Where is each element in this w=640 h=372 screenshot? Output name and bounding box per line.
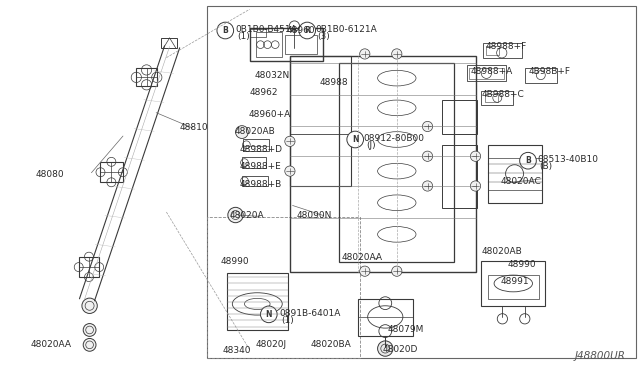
- Text: 48020AC: 48020AC: [500, 177, 541, 186]
- Text: 48988+E: 48988+E: [240, 162, 282, 171]
- Circle shape: [470, 181, 481, 191]
- Circle shape: [422, 151, 433, 161]
- Bar: [339, 63, 454, 262]
- Bar: [136, 68, 157, 86]
- Bar: [442, 145, 477, 208]
- Text: 48032N: 48032N: [255, 71, 290, 80]
- Text: 08513-40B10: 08513-40B10: [538, 155, 598, 164]
- Text: 48988: 48988: [320, 78, 349, 87]
- Text: 48340: 48340: [222, 346, 251, 355]
- Text: B: B: [223, 26, 228, 35]
- Circle shape: [299, 22, 316, 39]
- Circle shape: [285, 166, 295, 176]
- Bar: [469, 68, 504, 79]
- Text: 48960+A: 48960+A: [248, 110, 291, 119]
- Text: R: R: [304, 26, 310, 35]
- Bar: [285, 35, 317, 54]
- Bar: [161, 38, 177, 48]
- Bar: [483, 43, 522, 58]
- Text: 48020AA: 48020AA: [31, 340, 72, 349]
- Text: 48988+B: 48988+B: [240, 180, 282, 189]
- Text: 48988+F: 48988+F: [485, 42, 526, 51]
- Text: (1): (1): [282, 316, 294, 325]
- Text: 48020BA: 48020BA: [310, 340, 351, 349]
- Bar: [250, 28, 323, 61]
- Circle shape: [470, 151, 481, 161]
- Text: 4B988+C: 4B988+C: [481, 90, 524, 99]
- Bar: [290, 56, 351, 134]
- Text: 48960: 48960: [287, 26, 316, 35]
- Circle shape: [360, 49, 370, 59]
- Circle shape: [228, 207, 243, 223]
- Text: 48020J: 48020J: [256, 340, 287, 349]
- Bar: [242, 176, 268, 186]
- Text: 48020A: 48020A: [229, 211, 264, 219]
- Text: 48991: 48991: [500, 278, 529, 286]
- Text: 48020AB: 48020AB: [481, 247, 522, 256]
- Text: 48810: 48810: [179, 123, 208, 132]
- Bar: [358, 299, 413, 336]
- Circle shape: [360, 266, 370, 276]
- Text: 48020AB: 48020AB: [234, 127, 275, 136]
- Bar: [100, 162, 123, 182]
- Circle shape: [378, 341, 393, 356]
- Text: (B): (B): [540, 162, 553, 171]
- Bar: [290, 56, 476, 272]
- Text: J48800UR: J48800UR: [575, 351, 626, 361]
- Circle shape: [422, 121, 433, 132]
- Bar: [488, 275, 539, 299]
- Bar: [79, 257, 99, 277]
- Bar: [207, 6, 636, 358]
- Circle shape: [217, 22, 234, 39]
- Bar: [207, 217, 360, 358]
- Text: 0891B-6401A: 0891B-6401A: [280, 309, 341, 318]
- Text: 0B1B0-6121A: 0B1B0-6121A: [316, 25, 377, 34]
- Bar: [488, 158, 542, 190]
- Circle shape: [260, 306, 277, 323]
- Text: B: B: [525, 156, 531, 165]
- Bar: [242, 157, 266, 168]
- Text: N: N: [266, 310, 272, 319]
- Bar: [227, 273, 288, 330]
- Text: N: N: [352, 135, 358, 144]
- Circle shape: [83, 324, 96, 336]
- Bar: [290, 56, 351, 186]
- Bar: [467, 65, 506, 81]
- Text: 48990: 48990: [220, 257, 249, 266]
- Bar: [256, 32, 282, 57]
- Text: 48990: 48990: [508, 260, 536, 269]
- Circle shape: [83, 339, 96, 351]
- Circle shape: [285, 136, 295, 147]
- Circle shape: [82, 298, 97, 314]
- Bar: [481, 261, 545, 306]
- Circle shape: [236, 126, 248, 138]
- Text: 48988+D: 48988+D: [240, 145, 283, 154]
- Bar: [250, 29, 266, 37]
- Text: (J): (J): [366, 141, 376, 150]
- Text: 48090N: 48090N: [296, 211, 332, 219]
- Text: 48988+A: 48988+A: [471, 67, 513, 76]
- Bar: [243, 139, 269, 151]
- Text: 4B98B+F: 4B98B+F: [529, 67, 571, 76]
- Text: 08912-80B00: 08912-80B00: [364, 134, 424, 143]
- Bar: [481, 91, 513, 105]
- Circle shape: [520, 153, 536, 169]
- Text: 48020D: 48020D: [383, 345, 418, 354]
- Circle shape: [392, 266, 402, 276]
- Text: 48079M: 48079M: [388, 326, 424, 334]
- Bar: [486, 46, 499, 55]
- Bar: [442, 100, 477, 134]
- Text: 48080: 48080: [35, 170, 64, 179]
- Text: 48020AA: 48020AA: [341, 253, 382, 262]
- Text: 48962: 48962: [250, 88, 278, 97]
- Circle shape: [422, 181, 433, 191]
- Text: (3): (3): [317, 32, 330, 41]
- Circle shape: [347, 131, 364, 148]
- Bar: [488, 145, 542, 203]
- Text: 0B1B0-B451A: 0B1B0-B451A: [236, 25, 297, 34]
- Circle shape: [392, 49, 402, 59]
- Bar: [485, 94, 498, 102]
- Text: (1): (1): [237, 32, 250, 41]
- Bar: [525, 68, 557, 83]
